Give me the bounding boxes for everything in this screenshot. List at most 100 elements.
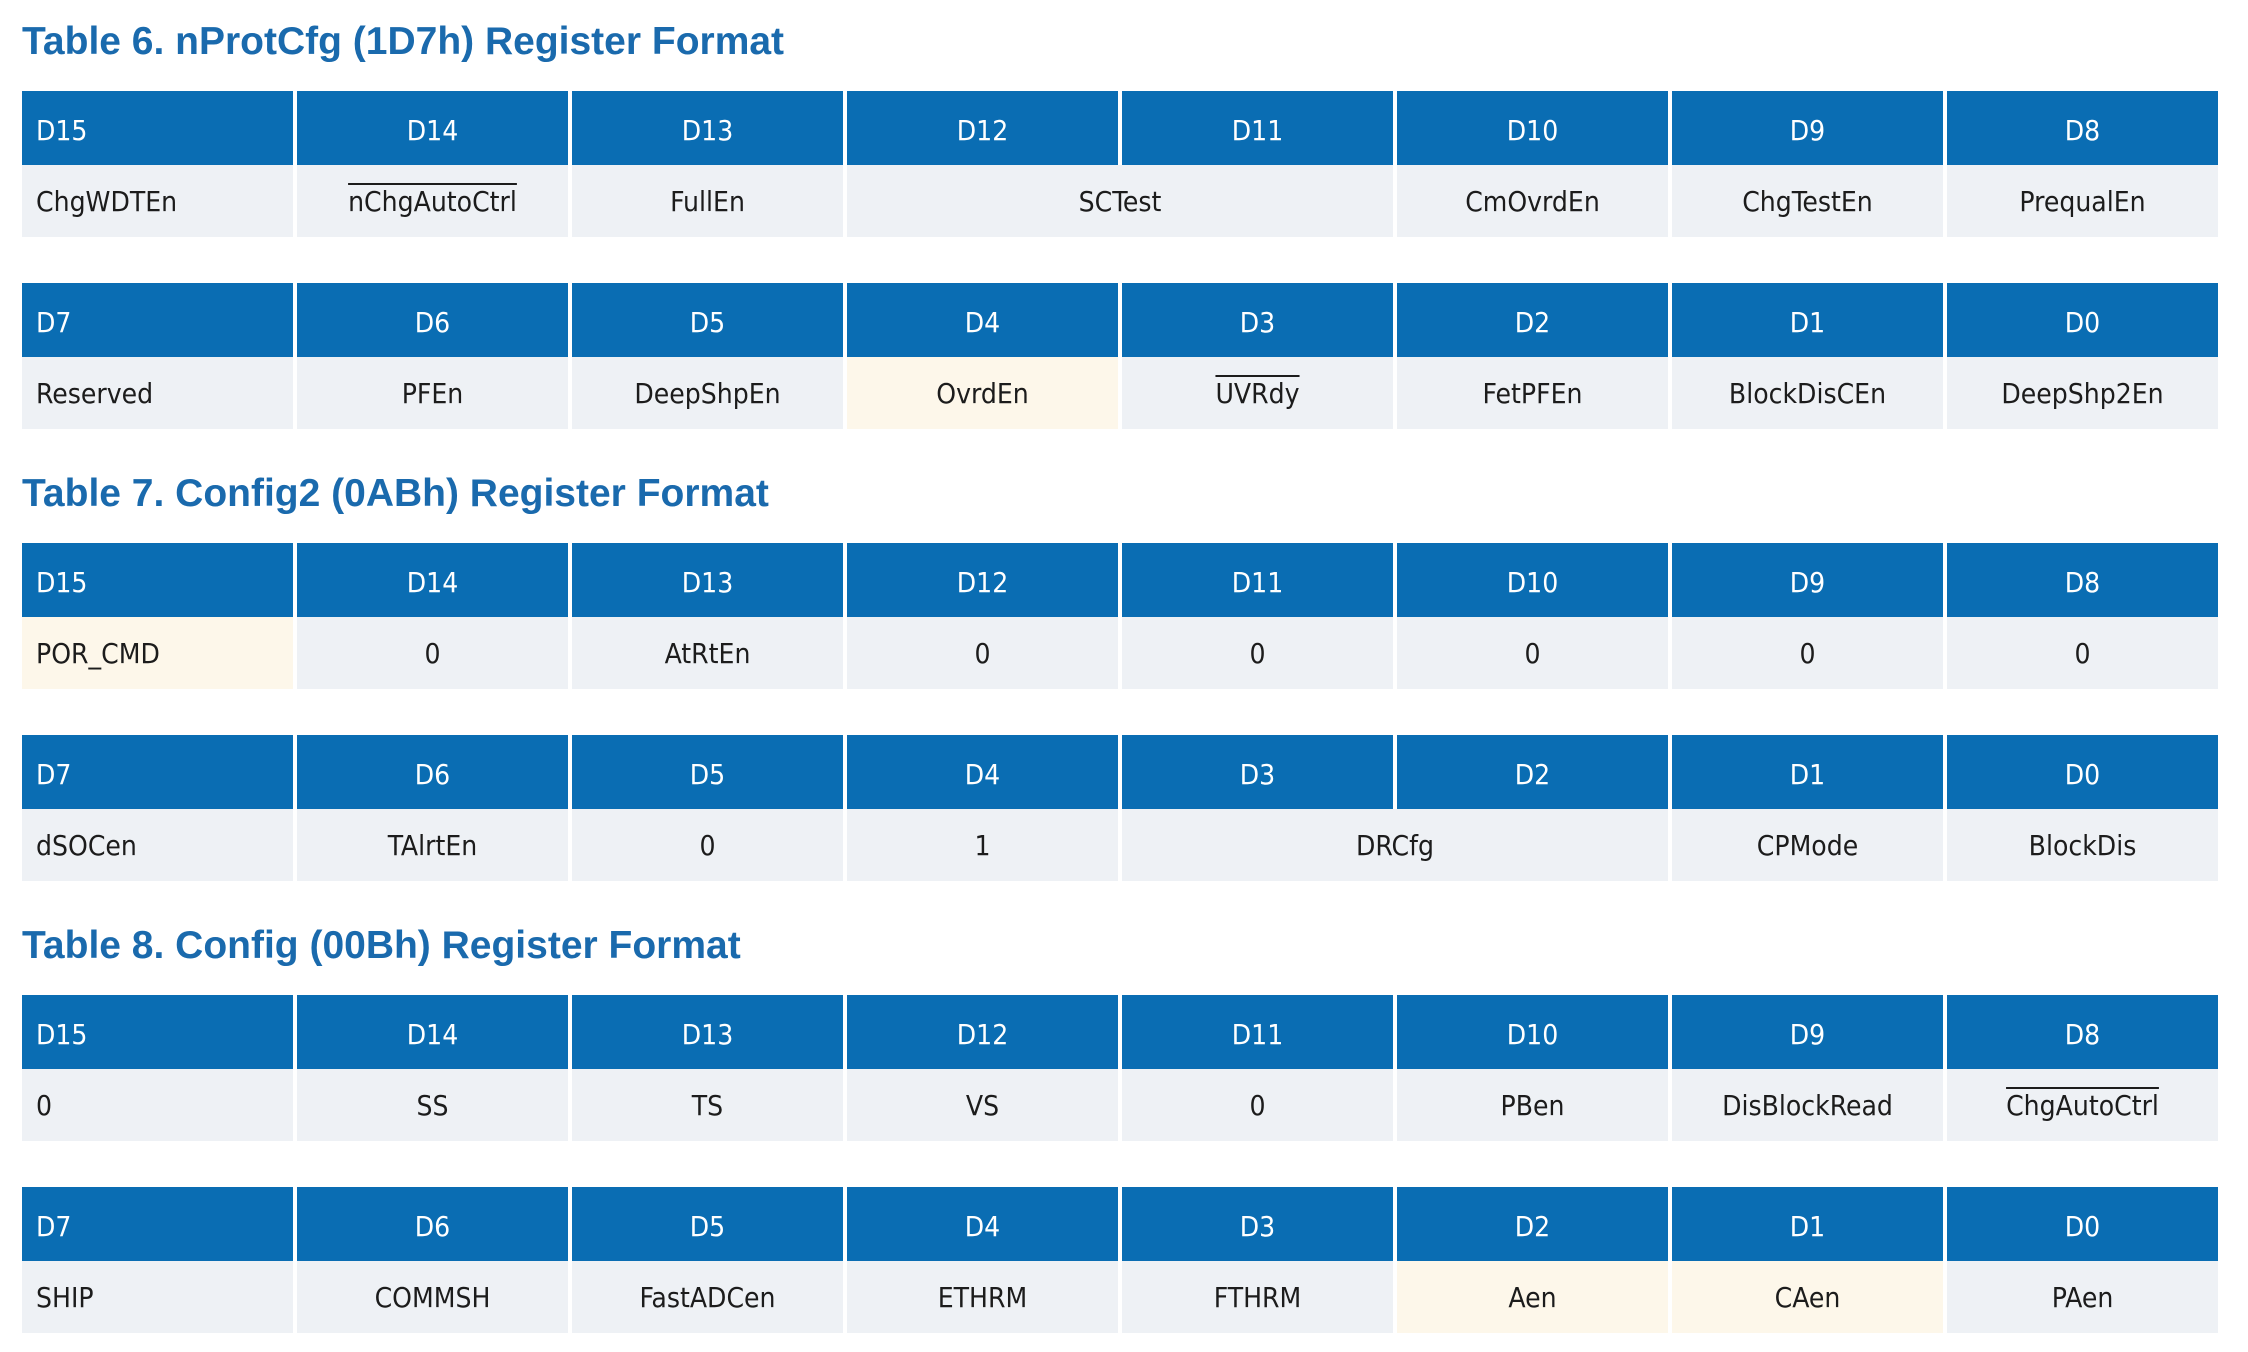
bit-field-cell: 1 bbox=[847, 809, 1118, 881]
bit-field-name: TS bbox=[691, 1088, 724, 1122]
bit-field-cell: SS bbox=[297, 1069, 568, 1141]
bit-field-row: ChgWDTEn nChgAutoCtrl FullEn SCTest CmOvrdEn… bbox=[22, 165, 2218, 237]
bit-header: D1 bbox=[1672, 283, 1943, 357]
bit-field-cell: FastADCen bbox=[572, 1261, 843, 1333]
bit-field-name: BlockDis bbox=[2028, 828, 2137, 862]
bit-field-cell: Aen bbox=[1397, 1261, 1668, 1333]
bit-field-name: 0 bbox=[1524, 636, 1541, 670]
bit-field-name: COMMSH bbox=[374, 1280, 491, 1314]
bit-field-name: POR_CMD bbox=[36, 636, 160, 670]
bit-field-cell: DRCfg bbox=[1122, 809, 1668, 881]
bit-field-cell: 0 bbox=[572, 809, 843, 881]
bit-header: D6 bbox=[297, 735, 568, 809]
bit-field-row: SHIP COMMSH FastADCen ETHRM FTHRM Aen CAen PAen bbox=[22, 1261, 2218, 1333]
bit-field-name: SS bbox=[416, 1088, 449, 1122]
bit-header: D4 bbox=[847, 735, 1118, 809]
bit-field-name: DRCfg bbox=[1356, 828, 1434, 862]
bit-field-cell: CPMode bbox=[1672, 809, 1943, 881]
bit-header: D8 bbox=[1947, 91, 2218, 165]
bit-field-cell: BlockDisCEn bbox=[1672, 357, 1943, 429]
bit-field-name: Aen bbox=[1508, 1280, 1557, 1314]
bit-field-name: nChgAutoCtrl bbox=[348, 184, 517, 218]
bit-header: D3 bbox=[1122, 735, 1393, 809]
bit-field-cell: COMMSH bbox=[297, 1261, 568, 1333]
bit-field-name: 0 bbox=[974, 636, 991, 670]
bit-field-name: FTHRM bbox=[1213, 1280, 1302, 1314]
bit-field-cell: nChgAutoCtrl bbox=[297, 165, 568, 237]
bit-field-name: AtRtEn bbox=[664, 636, 751, 670]
bit-header: D0 bbox=[1947, 735, 2218, 809]
bit-field-row: 0 SS TS VS 0 PBen DisBlockRead ChgAutoCtrl bbox=[22, 1069, 2218, 1141]
bit-header: D7 bbox=[22, 283, 293, 357]
bit-header-row: D15 D14 D13 D12 D11 D10 D9 D8 bbox=[22, 543, 2218, 617]
bit-field-cell: TAlrtEn bbox=[297, 809, 568, 881]
bit-header: D9 bbox=[1672, 91, 1943, 165]
bit-field-cell: 0 bbox=[1672, 617, 1943, 689]
bit-header: D10 bbox=[1397, 543, 1668, 617]
bit-field-cell: SCTest bbox=[847, 165, 1393, 237]
bit-field-cell: Reserved bbox=[22, 357, 293, 429]
bit-header: D3 bbox=[1122, 283, 1393, 357]
bit-header-row: D7 D6 D5 D4 D3 D2 D1 D0 bbox=[22, 283, 2218, 357]
bit-field-name: ETHRM bbox=[937, 1280, 1028, 1314]
bit-header: D1 bbox=[1672, 735, 1943, 809]
bit-field-name: DisBlockRead bbox=[1722, 1088, 1893, 1122]
bit-field-name: PFEn bbox=[401, 376, 464, 410]
bit-header: D12 bbox=[847, 995, 1118, 1069]
bit-field-name: SCTest bbox=[1078, 184, 1162, 218]
bit-field-cell: PrequalEn bbox=[1947, 165, 2218, 237]
bit-field-name: ChgAutoCtrl bbox=[2006, 1088, 2159, 1122]
register-table: D7 D6 D5 D4 D3 D2 D1 D0 SHIP COMMSH FastADCen ETHRM… bbox=[18, 1187, 2222, 1333]
bit-field-cell: CAen bbox=[1672, 1261, 1943, 1333]
bit-header: D8 bbox=[1947, 543, 2218, 617]
bit-field-cell: 0 bbox=[847, 617, 1118, 689]
bit-field-name: SHIP bbox=[36, 1280, 94, 1314]
bit-field-cell: ETHRM bbox=[847, 1261, 1118, 1333]
bit-field-name: CPMode bbox=[1756, 828, 1859, 862]
bit-header: D0 bbox=[1947, 283, 2218, 357]
bit-header: D4 bbox=[847, 1187, 1118, 1261]
bit-field-cell: PBen bbox=[1397, 1069, 1668, 1141]
bit-field-cell: FetPFEn bbox=[1397, 357, 1668, 429]
bit-field-cell: TS bbox=[572, 1069, 843, 1141]
bit-field-name: PBen bbox=[1500, 1088, 1565, 1122]
bit-field-name: ChgWDTEn bbox=[36, 184, 178, 218]
bit-field-row: Reserved PFEn DeepShpEn OvrdEn UVRdy FetPFEn B… bbox=[22, 357, 2218, 429]
bit-field-cell: ChgTestEn bbox=[1672, 165, 1943, 237]
bit-field-name: FetPFEn bbox=[1482, 376, 1583, 410]
bit-header: D14 bbox=[297, 91, 568, 165]
bit-header: D8 bbox=[1947, 995, 2218, 1069]
bit-field-cell: dSOCen bbox=[22, 809, 293, 881]
bit-header: D10 bbox=[1397, 995, 1668, 1069]
bit-header-row: D15 D14 D13 D12 D11 D10 D9 D8 bbox=[22, 995, 2218, 1069]
bit-field-name: UVRdy bbox=[1215, 376, 1300, 410]
bit-header: D14 bbox=[297, 543, 568, 617]
bit-field-cell: FTHRM bbox=[1122, 1261, 1393, 1333]
bit-field-name: OvrdEn bbox=[936, 376, 1029, 410]
bit-field-cell: ChgWDTEn bbox=[22, 165, 293, 237]
bit-header: D3 bbox=[1122, 1187, 1393, 1261]
bit-field-name: FullEn bbox=[670, 184, 745, 218]
table-title: Table 7. Config2 (0ABh) Register Format bbox=[22, 472, 769, 515]
bit-header: D5 bbox=[572, 283, 843, 357]
bit-header: D15 bbox=[22, 995, 293, 1069]
bit-header: D10 bbox=[1397, 91, 1668, 165]
bit-field-name: 0 bbox=[699, 828, 716, 862]
bit-header: D2 bbox=[1397, 1187, 1668, 1261]
bit-field-name: 0 bbox=[1799, 636, 1816, 670]
bit-header: D0 bbox=[1947, 1187, 2218, 1261]
bit-field-cell: 0 bbox=[1947, 617, 2218, 689]
bit-header-row: D15 D14 D13 D12 D11 D10 D9 D8 bbox=[22, 91, 2218, 165]
bit-field-row: POR_CMD 0 AtRtEn 0 0 0 0 0 bbox=[22, 617, 2218, 689]
bit-field-cell: OvrdEn bbox=[847, 357, 1118, 429]
bit-field-name: CAen bbox=[1774, 1280, 1841, 1314]
bit-header: D13 bbox=[572, 543, 843, 617]
bit-field-name: 1 bbox=[974, 828, 991, 862]
register-table: D15 D14 D13 D12 D11 D10 D9 D8 ChgWDTEn nChgAutoCt… bbox=[18, 91, 2222, 237]
bit-field-name: PrequalEn bbox=[2019, 184, 2146, 218]
bit-field-cell: 0 bbox=[1397, 617, 1668, 689]
bit-field-name: Reserved bbox=[36, 376, 154, 410]
bit-header: D15 bbox=[22, 91, 293, 165]
bit-field-cell: FullEn bbox=[572, 165, 843, 237]
bit-field-cell: DeepShpEn bbox=[572, 357, 843, 429]
